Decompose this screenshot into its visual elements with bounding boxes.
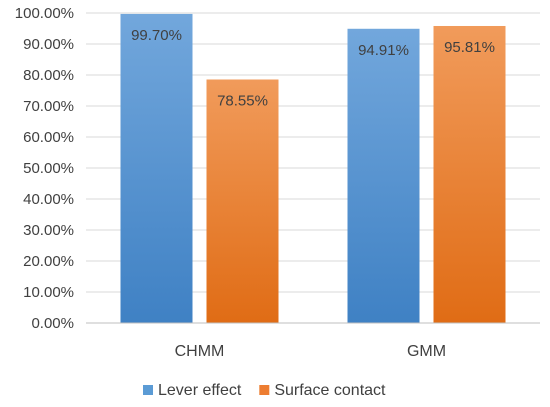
data-label: 95.81% [444, 39, 495, 56]
bar-surface-contact [433, 25, 506, 323]
category-label: GMM [407, 343, 446, 360]
data-label: 99.70% [131, 27, 182, 44]
y-tick-label: 60.00% [23, 129, 74, 146]
bar-lever-effect [347, 28, 420, 324]
y-tick-label: 80.00% [23, 67, 74, 84]
y-tick-label: 20.00% [23, 253, 74, 270]
bars [120, 13, 506, 324]
y-tick-label: 70.00% [23, 98, 74, 115]
legend-label: Lever effect [158, 382, 242, 399]
data-label: 94.91% [358, 42, 409, 59]
bar-surface-contact [206, 79, 279, 324]
data-label: 78.55% [217, 92, 268, 109]
y-tick-label: 40.00% [23, 191, 74, 208]
x-axis-category-labels: CHMM GMM [175, 343, 446, 360]
legend: Lever effect Surface contact [143, 382, 386, 399]
legend-label: Surface contact [274, 382, 386, 399]
legend-swatch-lever-effect [143, 385, 153, 395]
legend-swatch-surface-contact [259, 385, 270, 395]
y-tick-label: 10.00% [23, 284, 74, 301]
y-tick-label: 0.00% [31, 315, 74, 332]
y-axis-tick-labels: 0.00% 10.00% 20.00% 30.00% 40.00% 50.00% 60.00… [15, 5, 74, 332]
y-tick-label: 100.00% [15, 5, 74, 22]
y-tick-label: 30.00% [23, 222, 74, 239]
y-tick-label: 50.00% [23, 160, 74, 177]
data-labels: 99.70% 78.55% 94.91% 95.81% [131, 27, 495, 110]
bar-lever-effect [120, 13, 193, 324]
category-label: CHMM [175, 343, 225, 360]
y-tick-label: 90.00% [23, 36, 74, 53]
